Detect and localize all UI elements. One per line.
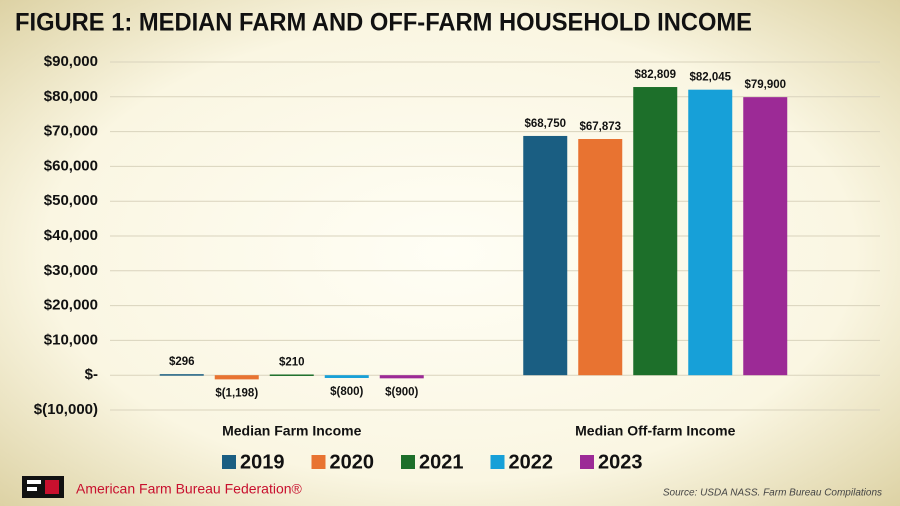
legend-label: 2022 [509, 451, 554, 473]
legend-swatch [580, 455, 594, 469]
bar [743, 97, 788, 376]
value-label: $82,045 [689, 72, 731, 84]
value-label: $296 [169, 356, 195, 368]
y-tick-label: $60,000 [44, 157, 98, 174]
legend-label: 2020 [330, 451, 375, 473]
value-label: $79,900 [744, 79, 786, 91]
legend-label: 2023 [598, 451, 643, 473]
legend-swatch [311, 455, 326, 469]
y-tick-label: $50,000 [44, 192, 98, 209]
y-tick-label: $20,000 [44, 297, 98, 314]
value-label: $(1,198) [215, 387, 258, 399]
y-tick-label: $40,000 [44, 227, 98, 244]
value-label: $(900) [385, 386, 418, 398]
bar [633, 87, 678, 376]
organization: American Farm Bureau Federation® [76, 481, 303, 497]
y-tick-label: $90,000 [44, 53, 98, 70]
value-label: $(800) [330, 386, 363, 398]
legend-label: 2021 [419, 451, 464, 473]
y-tick-label: $- [85, 366, 98, 383]
x-tick-label: Median Farm Income [222, 423, 361, 439]
legend-swatch [490, 455, 505, 469]
chart-title: FIGURE 1: MEDIAN FARM AND OFF-FARM HOUSE… [15, 9, 752, 37]
y-tick-label: $80,000 [44, 88, 98, 105]
y-tick-label: $10,000 [44, 331, 98, 348]
bar [324, 375, 369, 378]
y-tick-label: $70,000 [44, 123, 98, 140]
bar [214, 375, 259, 380]
value-label: $68,750 [524, 118, 566, 130]
bar [379, 375, 424, 379]
logo [22, 476, 64, 498]
bar [159, 374, 204, 376]
value-label: $82,809 [634, 69, 676, 81]
y-tick-label: $30,000 [44, 262, 98, 279]
value-label: $210 [279, 357, 305, 369]
x-tick-label: Median Off-farm Income [575, 423, 735, 439]
bar [523, 135, 568, 376]
source: Source: USDA NASS. Farm Bureau Compilati… [663, 488, 882, 499]
legend-swatch [401, 455, 415, 469]
y-tick-label: $(10,000) [34, 401, 98, 418]
value-label: $67,873 [579, 121, 621, 133]
bar [688, 89, 733, 376]
legend-swatch [222, 455, 236, 469]
bar [269, 374, 314, 376]
legend-label: 2019 [240, 451, 285, 473]
bar [578, 139, 623, 376]
